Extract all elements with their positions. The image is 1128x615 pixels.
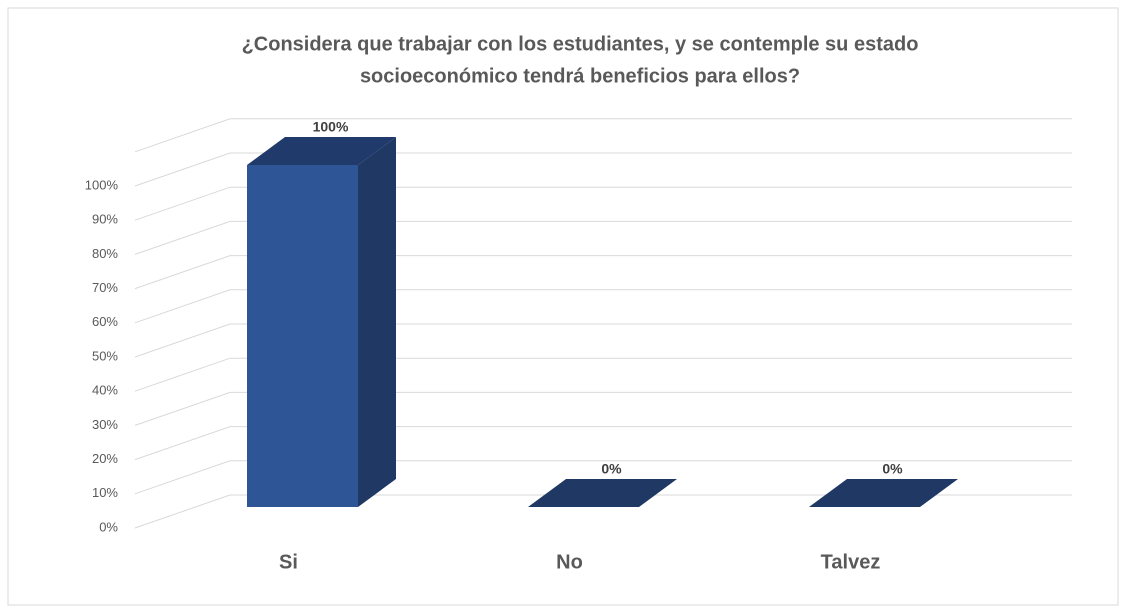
y-tick-label: 90% [92,212,118,227]
y-tick-label: 30% [92,417,118,432]
chart-title: ¿Considera que trabajar con los estudian… [242,33,919,55]
grid-line [134,426,1072,461]
grid-line [134,323,1072,358]
bar-top [528,479,677,507]
grid-line [134,460,1072,495]
grid-line [134,186,1072,221]
y-tick-label: 70% [92,280,118,295]
data-label: 100% [313,119,349,135]
y-tick-label: 10% [92,485,118,500]
grid-line [134,391,1072,426]
bar-top [247,137,396,165]
grid-line [134,255,1072,290]
y-tick-label: 60% [92,314,118,329]
y-tick-label: 80% [92,246,118,261]
x-tick-label: Si [279,551,298,573]
bar-side [358,137,396,507]
y-tick-label: 40% [92,383,118,398]
y-tick-label: 0% [99,519,118,534]
grid-line [134,118,1072,153]
bar-top [809,479,958,507]
grid-line [134,357,1072,392]
y-tick-label: 100% [85,177,119,192]
y-tick-label: 20% [92,451,118,466]
x-tick-label: No [556,551,583,573]
grid-line [134,289,1072,324]
chart-border [7,7,1119,606]
x-tick-label: Talvez [821,551,881,573]
grid-line [134,220,1072,255]
y-tick-label: 50% [92,348,118,363]
data-label: 0% [882,461,903,477]
data-label: 0% [601,461,622,477]
chart-title: socioeconómico tendrá beneficios para el… [360,65,800,87]
bar-front [247,165,358,507]
grid-line [134,494,1072,529]
grid-line [134,152,1072,187]
